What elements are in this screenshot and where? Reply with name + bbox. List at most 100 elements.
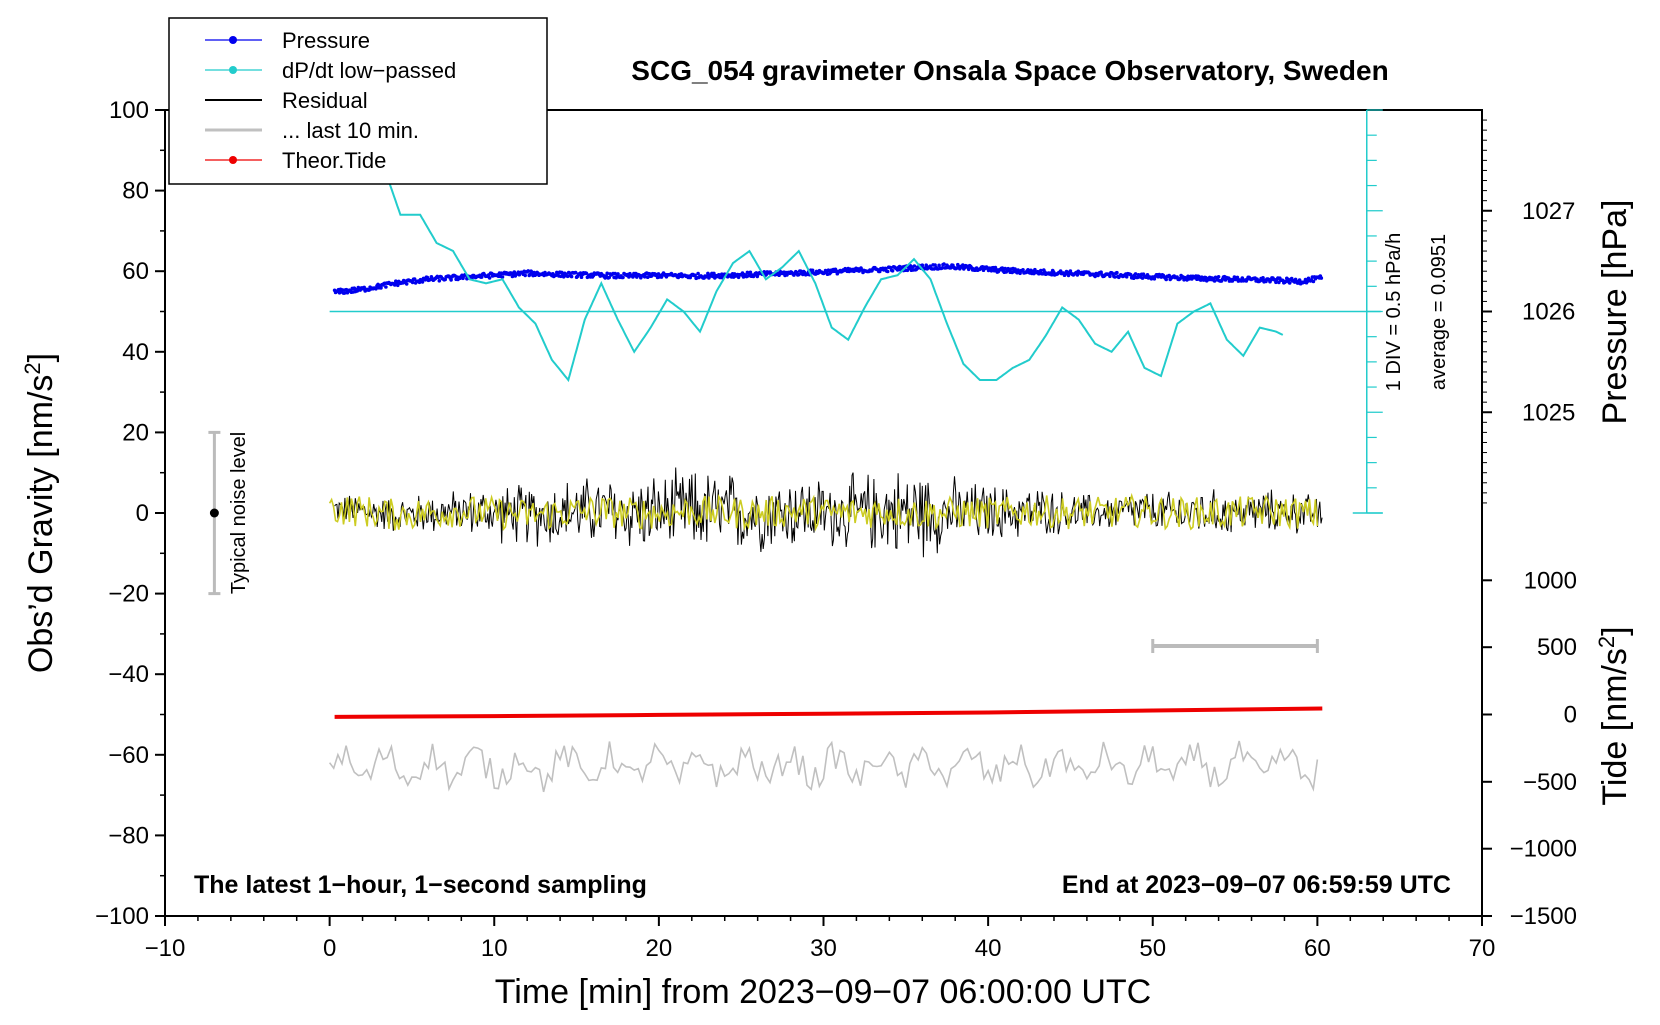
y-tick-label: −80: [108, 822, 149, 849]
pressure-point: [940, 266, 944, 270]
pressure-point: [885, 269, 890, 274]
pressure-point: [1311, 279, 1316, 284]
x-tick-label: 50: [1139, 935, 1166, 962]
pressure-point: [883, 266, 888, 271]
pressure-point: [1108, 274, 1112, 279]
pressure-point: [342, 291, 347, 295]
pressure-point: [437, 279, 442, 283]
last10-line: [328, 740, 1319, 793]
pressure-point: [642, 275, 647, 279]
filtered-residual-line: [328, 492, 1319, 532]
pressure-point: [396, 283, 400, 288]
x-axis-title: Time [min] from 2023−09−07 06:00:00 UTC: [495, 973, 1151, 1011]
chart-title: SCG_054 gravimeter Onsala Space Observat…: [631, 55, 1388, 86]
pressure-point: [826, 268, 831, 273]
data-layer: [208, 109, 1383, 793]
y-axis-title-left-main: Obs’d Gravity [nm/s: [22, 375, 60, 674]
noise-bar-center: [209, 508, 219, 518]
pressure-point: [1274, 280, 1278, 285]
pressure-point: [966, 267, 971, 272]
tide-axis-title-end: ]: [1596, 626, 1634, 635]
pressure-point: [1133, 272, 1138, 276]
pressure-point: [762, 270, 766, 274]
pressure-point: [621, 275, 625, 280]
pressure-point: [1039, 268, 1043, 273]
pressure-point: [1319, 276, 1324, 280]
tide-tick-label: 500: [1537, 634, 1577, 661]
y-tick-label: 40: [122, 339, 149, 366]
x-tick-label: 0: [323, 935, 336, 962]
tide-tick-label: 1000: [1524, 567, 1577, 594]
pressure-point: [565, 274, 570, 279]
pressure-point: [479, 275, 484, 279]
note-end-time: End at 2023−09−07 06:59:59 UTC: [1062, 871, 1451, 899]
pressure-point: [1021, 268, 1025, 272]
legend-marker: [229, 156, 237, 164]
pressure-point: [605, 271, 609, 276]
pressure-point: [1287, 281, 1292, 285]
pressure-point: [942, 262, 946, 266]
pressure-point: [693, 273, 697, 278]
pressure-point: [374, 287, 378, 291]
legend-marker: [229, 36, 237, 44]
pressure-tick-label: 1026: [1522, 299, 1575, 326]
pressure-point: [559, 270, 564, 275]
pressure-point: [937, 263, 941, 268]
pressure-point: [1013, 267, 1017, 271]
legend-label: ... last 10 min.: [282, 118, 419, 143]
pressure-point: [748, 270, 753, 275]
tide-axis-title: Tide [nm/s2]: [1594, 626, 1635, 805]
legend-label: Pressure: [282, 28, 370, 53]
pressure-point: [384, 285, 388, 289]
pressure-point: [607, 275, 611, 280]
pressure-point: [567, 271, 572, 275]
x-tick-label: 60: [1304, 935, 1331, 962]
x-tick-label: 20: [646, 935, 673, 962]
pressure-point: [523, 273, 527, 278]
note-sampling: The latest 1−hour, 1−second sampling: [194, 871, 647, 899]
pressure-point: [890, 269, 895, 273]
residual-line: [334, 467, 1323, 558]
tide-tick-label: −1000: [1510, 836, 1577, 863]
y-tick-label: −60: [108, 742, 149, 769]
pressure-point: [1113, 275, 1117, 279]
tide-line: [334, 706, 1323, 719]
y-axis-title-left-end: ]: [22, 353, 60, 362]
pressure-point: [1131, 276, 1136, 281]
y-axis-title-left-sup: 2: [20, 362, 45, 374]
pressure-point: [1066, 273, 1071, 278]
pressure-point: [949, 266, 953, 270]
legend-label: Residual: [282, 88, 368, 113]
pressure-point: [561, 275, 566, 279]
pressure-point: [404, 282, 409, 286]
y-tick-label: −100: [95, 903, 149, 930]
y-tick-label: 100: [109, 97, 149, 124]
pressure-point: [1202, 278, 1206, 282]
x-tick-label: −10: [145, 935, 186, 962]
dpdt-line: [381, 162, 1284, 383]
pressure-tick-label: 1025: [1522, 399, 1575, 426]
pressure-point: [797, 272, 801, 277]
pressure-point: [443, 277, 448, 282]
legend-marker: [229, 66, 237, 74]
average-note: average = 0.0951: [1428, 234, 1450, 390]
axes-layer: −10 0 10 20 30 40 50 60 70100806040200−20−40−60−…: [95, 97, 1577, 962]
legend-label: Theor.Tide: [282, 148, 386, 173]
pressure-point: [961, 263, 965, 267]
tide-tick-label: −500: [1523, 769, 1577, 796]
y-tick-label: 0: [136, 500, 149, 527]
pressure-point: [1164, 277, 1168, 282]
y-tick-label: −20: [108, 581, 149, 608]
tide-tick-label: −1500: [1510, 903, 1577, 930]
pressure-point: [393, 283, 397, 287]
pressure-point: [573, 270, 578, 275]
pressure-point: [1167, 273, 1171, 278]
pressure-point: [420, 280, 425, 284]
pressure-axis-title: Pressure [hPa]: [1596, 200, 1634, 425]
noise-level-label: Typical noise level: [228, 432, 250, 594]
x-tick-label: 30: [810, 935, 837, 962]
pressure-point: [1216, 275, 1221, 279]
y-tick-label: 60: [122, 258, 149, 285]
